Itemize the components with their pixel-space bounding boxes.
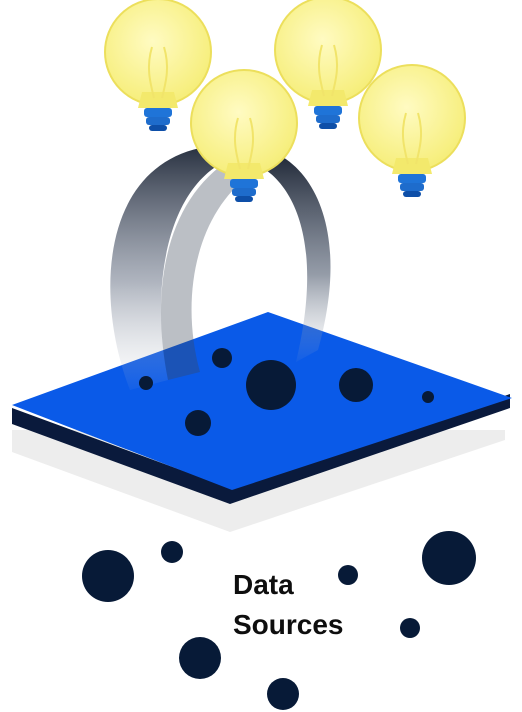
- lightbulb-icon: [274, 0, 382, 129]
- arch-inner: [160, 158, 250, 380]
- data-source-dot: [400, 618, 420, 638]
- lightbulb-icon: [190, 69, 298, 202]
- data-source-dot: [161, 541, 183, 563]
- data-sources-label-line2: Sources: [233, 609, 344, 640]
- platform-edge: [12, 394, 510, 504]
- platform-dot: [185, 410, 211, 436]
- data-sources-label-line1: Data: [233, 569, 294, 600]
- arch-right: [200, 143, 331, 362]
- data-source-dot: [422, 531, 476, 585]
- data-sources-label: Data Sources: [233, 569, 344, 640]
- platform-dot: [339, 368, 373, 402]
- lightbulb-icon: [358, 64, 466, 197]
- data-source-dot: [267, 678, 299, 710]
- platform-dot: [246, 360, 296, 410]
- platform-dot: [139, 376, 153, 390]
- lightbulb-icon: [104, 0, 212, 131]
- data-source-dot: [82, 550, 134, 602]
- platform-dot: [212, 348, 232, 368]
- data-source-dot: [338, 565, 358, 585]
- platform-dot: [422, 391, 434, 403]
- arch-left: [110, 148, 232, 390]
- data-source-dot: [179, 637, 221, 679]
